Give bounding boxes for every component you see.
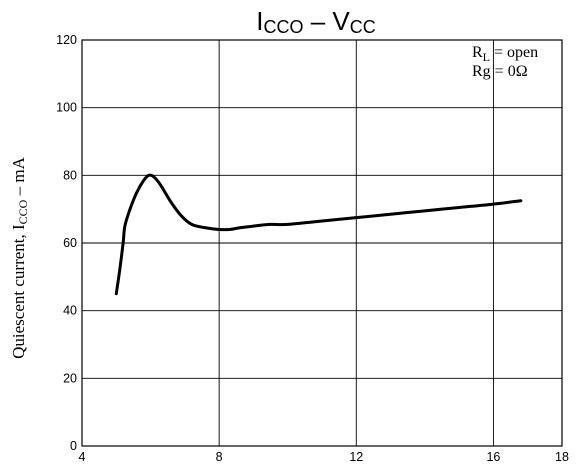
annotation-rg-rest: = 0Ω	[491, 63, 528, 80]
plot-frame	[81, 39, 563, 447]
annotation-rg-main: Rg	[472, 63, 491, 80]
y-tick-label: 20	[63, 371, 77, 385]
annotation-rl-main: R	[472, 44, 483, 61]
annotation-rl: RL = open	[472, 44, 538, 64]
title-separator: –	[303, 6, 332, 36]
ylabel-prefix: Quiescent current, I	[9, 224, 28, 359]
annotation-rl-sub: L	[483, 50, 490, 64]
ylabel-sub: CCO	[16, 199, 30, 224]
title-second-sub: CC	[350, 17, 376, 37]
y-tick-label: 120	[56, 33, 77, 47]
title-main-sub: CCO	[263, 17, 303, 37]
chart-title: ICCO – VCC	[256, 6, 376, 37]
title-second: V	[332, 6, 350, 36]
ylabel-suffix: – mA	[9, 156, 28, 199]
series-group	[114, 173, 523, 296]
x-tick-label: 16	[486, 450, 500, 464]
x-tick-label: 8	[216, 450, 223, 464]
title-main: I	[256, 6, 263, 36]
x-tick-label: 12	[349, 450, 363, 464]
y-tick-label: 80	[63, 168, 77, 182]
tick-labels: 4 8 12 16 18 0 20 40 60 80 100 120	[56, 33, 569, 464]
series-line-0	[114, 173, 523, 296]
x-tick-label: 18	[555, 450, 569, 464]
y-tick-label: 100	[56, 101, 77, 115]
y-axis-label: Quiescent current, ICCO – mA	[9, 156, 30, 358]
y-tick-label: 60	[63, 236, 77, 250]
y-tick-label: 40	[63, 304, 77, 318]
y-tick-label: 0	[70, 439, 77, 453]
x-tick-label: 4	[79, 450, 86, 464]
annotation-rl-rest: = open	[490, 44, 538, 61]
annotation-rg: Rg = 0Ω	[472, 63, 528, 80]
grid	[82, 40, 562, 446]
